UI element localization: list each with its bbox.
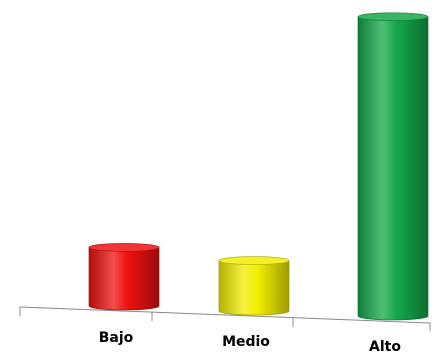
- bar-alto-body: [357, 16, 429, 321]
- bar-bajo-top: [88, 243, 160, 252]
- x-tick-label-bajo: Bajo: [99, 330, 134, 346]
- bar-medio-top: [218, 256, 290, 265]
- x-tick-label-alto: Alto: [369, 339, 401, 352]
- bar-medio: [218, 256, 290, 316]
- bar-medio-body: [218, 260, 290, 316]
- bar-alto: [357, 12, 429, 321]
- x-axis-line: [19, 306, 431, 324]
- bar-bajo: [88, 243, 160, 311]
- bar-alto-top: [357, 12, 429, 22]
- x-tick-label-medio: Medio: [222, 334, 270, 350]
- bar-bajo-body: [88, 247, 160, 311]
